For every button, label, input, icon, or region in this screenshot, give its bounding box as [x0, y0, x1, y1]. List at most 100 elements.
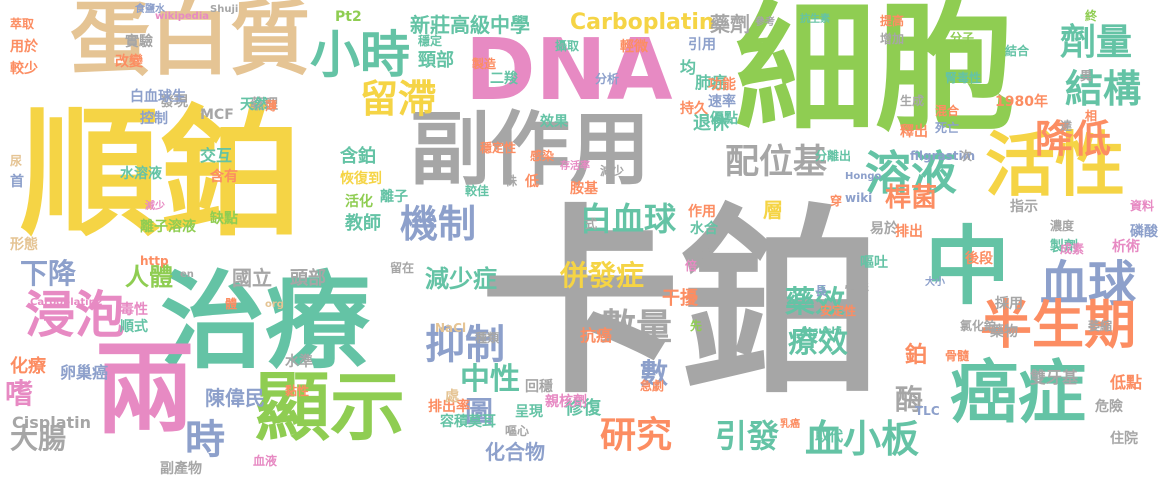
cloud-word: 感染	[530, 149, 555, 163]
cloud-word: Carboplatin	[570, 10, 715, 35]
cloud-word: 小時	[310, 26, 410, 84]
cloud-word: 長	[815, 284, 828, 298]
cloud-word: 易於	[870, 221, 898, 237]
cloud-word: 製劑	[1050, 239, 1078, 255]
cloud-word: 順式	[120, 319, 148, 335]
cloud-word: http	[140, 254, 169, 268]
cloud-word: 後段	[965, 251, 993, 267]
cloud-word: 分離出	[815, 149, 852, 163]
cloud-word: 新莊高級中學	[410, 13, 530, 37]
cloud-word: 層	[763, 198, 783, 222]
cloud-word: 異	[1080, 69, 1093, 83]
cloud-word: 住院	[1110, 431, 1138, 447]
cloud-word: 白血球	[580, 200, 677, 238]
cloud-word: 降低	[1035, 117, 1112, 161]
cloud-word: 毒性	[120, 302, 148, 318]
cloud-word: 氯化鉑	[960, 319, 997, 333]
cloud-word: 1980年	[995, 94, 1048, 110]
cloud-word: 體	[225, 297, 238, 311]
cloud-word: 陳偉民	[205, 386, 265, 410]
cloud-word: 藥理	[250, 97, 278, 113]
cloud-word: 先	[690, 319, 703, 333]
cloud-word: 引發	[715, 417, 780, 455]
cloud-word: 減少症	[425, 265, 497, 293]
cloud-word: Pt2	[335, 9, 362, 25]
cloud-word: 顯示	[255, 363, 406, 451]
cloud-word: 人體	[125, 263, 173, 291]
cloud-word: 水準	[285, 354, 313, 370]
cloud-word: 引用	[688, 37, 716, 53]
cloud-word: 併發症	[560, 259, 645, 292]
cloud-word: 半生期	[980, 296, 1137, 356]
cloud-word: en	[180, 269, 194, 280]
cloud-word: 結合	[1005, 44, 1030, 58]
cloud-word: 水合	[690, 221, 718, 237]
cloud-word: 相	[1085, 109, 1098, 123]
cloud-word: 嗜	[5, 377, 34, 410]
cloud-word: 均	[680, 58, 697, 77]
cloud-word: 次	[960, 149, 973, 163]
cloud-word: 功能	[708, 77, 736, 93]
cloud-word: 胺基	[570, 181, 598, 197]
cloud-word: 成素	[1060, 242, 1085, 256]
cloud-word: 回穩	[525, 379, 553, 395]
cloud-word: 減少	[145, 201, 165, 212]
cloud-word: 處	[445, 389, 459, 405]
cloud-word: 排出率	[428, 399, 470, 415]
cloud-word: 提高	[880, 14, 905, 28]
cloud-word: 血球	[1040, 256, 1137, 312]
cloud-word: 腎毒性	[945, 71, 982, 85]
cloud-word: 下降	[20, 257, 77, 290]
cloud-word: 雙牙基	[1030, 368, 1079, 387]
cloud-word: 數	[640, 357, 669, 390]
cloud-word: 細胞	[735, 0, 1016, 151]
cloud-word: 干擾	[662, 288, 698, 309]
cloud-word: 抑制	[425, 322, 505, 368]
cloud-word: 卡鉑	[480, 188, 881, 421]
cloud-word: 終	[1085, 9, 1098, 23]
cloud-word: 形態	[10, 237, 38, 253]
cloud-word: 控制	[140, 111, 168, 127]
cloud-word: 死亡	[935, 121, 960, 135]
cloud-word: 抗生素	[800, 14, 830, 25]
cloud-word: 危險	[1095, 399, 1123, 415]
cloud-word: 取代	[815, 429, 843, 445]
cloud-word: Cisplatin	[12, 413, 92, 432]
cloud-word: 研究	[600, 415, 673, 456]
cloud-word: 教師	[345, 213, 381, 234]
cloud-word: 癌症	[950, 354, 1087, 433]
cloud-word: 桿菌	[885, 183, 938, 213]
cloud-word: 劑量	[1060, 22, 1133, 63]
cloud-word: 活化	[345, 194, 373, 210]
cloud-word: Carboplatin2	[30, 297, 103, 308]
cloud-word: 種類	[475, 331, 500, 345]
cloud-word: 結構	[1065, 67, 1142, 111]
cloud-word: 急劇	[640, 379, 665, 393]
cloud-word: 析術	[1112, 239, 1140, 255]
cloud-word: 含有	[210, 169, 238, 185]
cloud-word: 二羧	[490, 71, 518, 87]
cloud-word: 時	[185, 417, 225, 463]
cloud-word: 嘔吐	[860, 255, 888, 271]
cloud-word: 黏性	[285, 384, 310, 398]
cloud-word: 數量	[600, 307, 673, 348]
cloud-word: 作用	[688, 204, 716, 220]
cloud-word: 增加	[880, 32, 905, 46]
cloud-word: 安定性	[820, 304, 857, 318]
cloud-word: 優點	[710, 111, 738, 127]
cloud-word: 含鉑	[340, 146, 376, 167]
cloud-word: 藥物	[990, 324, 1018, 340]
cloud-word: 乳癌	[780, 419, 800, 430]
cloud-word: 酶	[895, 383, 924, 416]
cloud-word: 磷酸	[1130, 224, 1158, 240]
cloud-word: 天然	[240, 97, 268, 113]
cloud-word: 低	[525, 174, 539, 190]
cloud-word: 副產物	[160, 461, 202, 477]
cloud-word: 生成	[900, 94, 925, 108]
cloud-word: 減少	[600, 164, 625, 178]
cloud-word: 濃度	[1050, 219, 1075, 233]
cloud-word: 鉑	[905, 343, 928, 368]
cloud-word: TLC	[915, 404, 940, 418]
cloud-word: 化療	[10, 356, 46, 377]
cloud-word: filgrastim	[910, 149, 976, 163]
